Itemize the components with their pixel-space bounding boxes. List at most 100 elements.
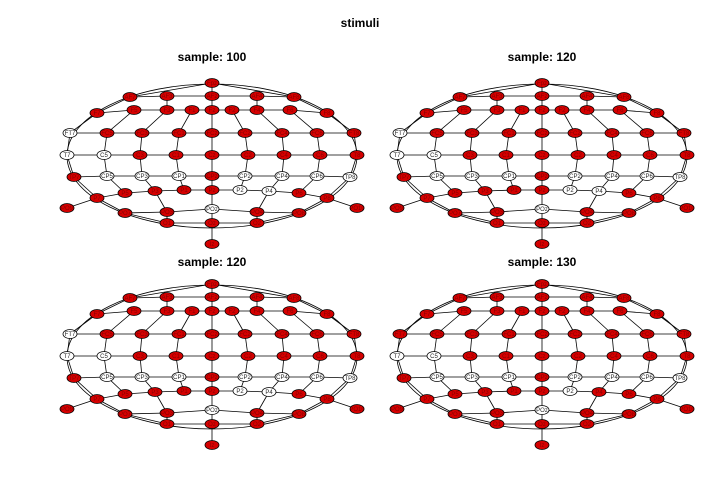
svg-text:AF7: AF7 — [124, 95, 136, 101]
svg-text:C5: C5 — [100, 153, 108, 159]
electrode-node: AFz — [204, 91, 220, 101]
svg-text:C4: C4 — [280, 354, 288, 360]
electrode-node: FC5 — [99, 128, 115, 138]
svg-text:P2: P2 — [566, 389, 574, 395]
svg-text:P4: P4 — [265, 390, 273, 396]
svg-text:TP7: TP7 — [68, 175, 80, 181]
electrode-node: PO7 — [447, 409, 463, 419]
svg-text:PO9: PO9 — [61, 206, 74, 212]
svg-text:Fz: Fz — [209, 108, 216, 114]
svg-text:TP8: TP8 — [674, 175, 686, 181]
electrode-node: PO7 — [117, 409, 133, 419]
svg-text:FC5: FC5 — [101, 131, 113, 137]
svg-text:Iz: Iz — [210, 242, 215, 248]
electrode-node: Oz — [204, 419, 220, 429]
electrode-node: F6 — [612, 306, 628, 316]
electrode-node: FC4 — [604, 128, 620, 138]
svg-text:PO8: PO8 — [293, 211, 306, 217]
electrode-node: F7 — [419, 309, 435, 319]
svg-text:FC4: FC4 — [276, 131, 288, 137]
svg-text:P8: P8 — [653, 196, 661, 202]
electrode-node: F1 — [514, 306, 530, 316]
electrode-node: PO3 — [489, 207, 505, 217]
electrode-node: AF8 — [616, 92, 632, 102]
electrode-node: CP5 — [99, 171, 115, 181]
electrode-node: FCz — [534, 128, 550, 138]
svg-text:Cz: Cz — [208, 153, 215, 159]
svg-text:T7: T7 — [393, 153, 401, 159]
svg-text:FC2: FC2 — [239, 131, 251, 137]
svg-text:P7: P7 — [93, 397, 101, 403]
svg-text:C3: C3 — [466, 153, 474, 159]
electrode-node: F8 — [319, 108, 335, 118]
electrode-node: FC3 — [134, 128, 150, 138]
electrode-node: PO3 — [489, 408, 505, 418]
svg-text:CP2: CP2 — [569, 375, 581, 381]
svg-text:PO10: PO10 — [349, 206, 365, 212]
electrode-node: P2 — [562, 386, 578, 396]
electrode-node: AF7 — [122, 293, 138, 303]
svg-text:C6: C6 — [316, 354, 324, 360]
svg-text:F1: F1 — [518, 108, 526, 114]
electrode-node: Cz — [204, 351, 220, 361]
electrode-node: F7 — [89, 309, 105, 319]
electrode-node: CP2 — [567, 171, 583, 181]
electrode-node: C4 — [606, 351, 622, 361]
svg-text:CP1: CP1 — [173, 375, 185, 381]
svg-text:Pz: Pz — [208, 389, 215, 395]
svg-text:P8: P8 — [323, 397, 331, 403]
edge — [256, 212, 300, 224]
edge — [129, 82, 213, 98]
svg-text:O2: O2 — [583, 422, 592, 428]
svg-text:PO7: PO7 — [119, 211, 132, 217]
svg-text:CP6: CP6 — [311, 174, 323, 180]
svg-text:T7: T7 — [63, 354, 71, 360]
edge — [496, 409, 543, 414]
edge — [124, 413, 168, 425]
edge — [211, 283, 295, 299]
electrode-node: F4 — [249, 105, 265, 115]
electrode-node: CP5 — [429, 171, 445, 181]
electrode-node: FC5 — [429, 128, 445, 138]
edge — [586, 212, 630, 224]
svg-text:F3: F3 — [493, 108, 501, 114]
svg-text:F7: F7 — [423, 312, 431, 318]
svg-text:FC6: FC6 — [641, 131, 653, 137]
svg-text:P1: P1 — [510, 389, 518, 395]
svg-text:F2: F2 — [558, 108, 566, 114]
electrode-node: FT8 — [346, 128, 362, 138]
electrode-node: FC6 — [309, 329, 325, 339]
electrode-node: FC2 — [237, 329, 253, 339]
electrode-node: C1 — [498, 351, 514, 361]
svg-text:Cz: Cz — [538, 153, 545, 159]
electrode-node: P7 — [419, 394, 435, 404]
electrode-node: FC3 — [134, 329, 150, 339]
electrode-node: PO4 — [249, 207, 265, 217]
svg-text:CP4: CP4 — [606, 174, 618, 180]
electrode-node: P8 — [649, 394, 665, 404]
electrode-node: TP7 — [396, 373, 412, 383]
electrode-node: F3 — [159, 306, 175, 316]
svg-text:FC3: FC3 — [136, 332, 148, 338]
electrode-node: P2 — [232, 185, 248, 195]
electrode-node: PO7 — [117, 208, 133, 218]
electrode-node: C4 — [276, 150, 292, 160]
electrode-node: PO8 — [291, 409, 307, 419]
svg-text:FCz: FCz — [537, 332, 548, 338]
svg-text:PO10: PO10 — [349, 407, 365, 413]
svg-text:T8: T8 — [683, 153, 691, 159]
edge — [459, 82, 543, 98]
svg-text:F2: F2 — [558, 309, 566, 315]
electrode-node: C2 — [570, 351, 586, 361]
edge — [586, 413, 630, 425]
electrode-node: AFz — [534, 292, 550, 302]
svg-text:C5: C5 — [430, 153, 438, 159]
electrode-node: CP6 — [639, 171, 655, 181]
svg-text:CPz: CPz — [536, 375, 547, 381]
electrode-node: F2 — [554, 306, 570, 316]
svg-text:O2: O2 — [253, 422, 262, 428]
svg-text:F8: F8 — [653, 312, 661, 318]
svg-text:FC2: FC2 — [569, 131, 581, 137]
svg-text:C3: C3 — [136, 153, 144, 159]
electrode-node: P7 — [89, 193, 105, 203]
